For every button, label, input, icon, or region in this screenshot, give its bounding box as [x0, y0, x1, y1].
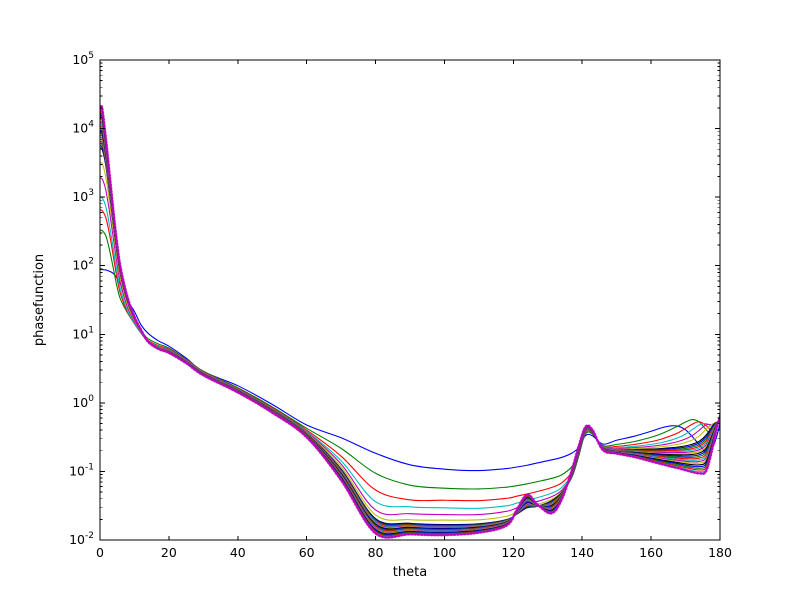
y-tick-label: 102	[72, 257, 94, 273]
x-tick-label: 180	[708, 545, 732, 560]
x-tick-label: 160	[639, 545, 663, 560]
y-tick-label: 104	[72, 120, 94, 136]
x-tick-label: 80	[368, 545, 384, 560]
curves-layer	[100, 104, 720, 539]
y-tick-label: 105	[72, 51, 94, 67]
curve-06	[100, 161, 720, 521]
curve-02	[100, 229, 720, 490]
x-axis-label: theta	[393, 565, 427, 580]
curve-04	[100, 196, 720, 509]
y-tick-label: 10-1	[69, 462, 94, 478]
x-tick-label: 120	[501, 545, 525, 560]
curve-26-outer-markers	[100, 104, 720, 539]
x-tick-label: 100	[433, 545, 457, 560]
curve-05	[100, 177, 720, 516]
curve-03	[100, 209, 720, 502]
x-tick-label: 0	[96, 545, 104, 560]
y-tick-label: 101	[72, 325, 94, 341]
plot-frame	[99, 59, 721, 541]
y-tick-label: 100	[72, 394, 94, 410]
x-tick-label: 20	[161, 545, 177, 560]
x-tick-label: 140	[570, 545, 594, 560]
y-axis-label: phasefunction	[32, 254, 47, 346]
x-tick-label: 60	[299, 545, 315, 560]
axes-frame: 0 20 40 60 80 100 120 140 160 180 10-2 10-1 100 101 10…	[69, 51, 732, 560]
x-tick-label: 40	[230, 545, 246, 560]
y-tick-label: 10-2	[69, 531, 94, 547]
y-tick-label: 103	[72, 188, 94, 204]
